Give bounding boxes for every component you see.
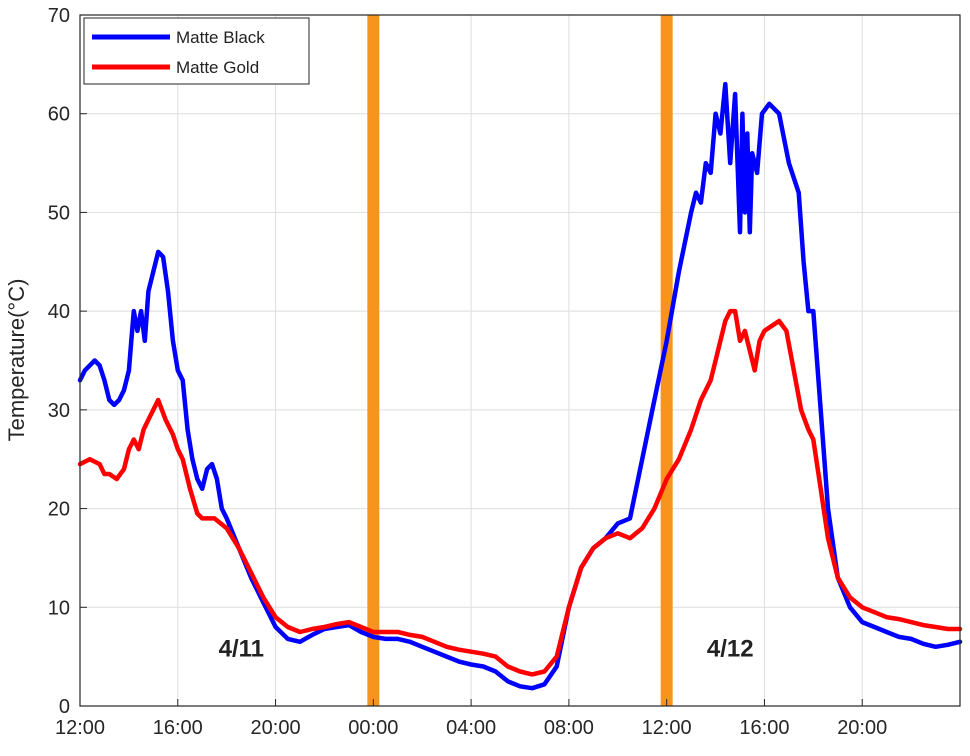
x-tick-label: 20:00 (251, 717, 301, 739)
legend-label-matte-black: Matte Black (176, 28, 265, 47)
day-annotation: 4/12 (707, 636, 754, 663)
y-tick-label: 0 (59, 696, 70, 718)
series-line-matte-gold (77, 308, 963, 677)
plot-area (80, 15, 960, 706)
day-annotation: 4/11 (219, 636, 264, 663)
y-tick-label: 10 (48, 597, 70, 619)
x-tick-label: 00:00 (348, 717, 398, 739)
legend: Matte Black Matte Gold (83, 17, 310, 85)
y-tick-label: 60 (48, 104, 70, 126)
vertical-markers (367, 15, 673, 706)
day-annotations: 4/11 4/12 (219, 636, 754, 663)
x-tick-label: 20:00 (837, 717, 887, 739)
legend-box (83, 17, 310, 85)
axis-ticks: 0 10 20 30 40 50 60 70 12:00 16:00 20:00 00:00 04:00… (48, 5, 888, 739)
x-tick-label: 08:00 (544, 717, 594, 739)
x-tick-label: 12:00 (642, 717, 692, 739)
series-line-matte-black (77, 81, 963, 691)
x-tick-label: 04:00 (446, 717, 496, 739)
x-tick-label: 12:00 (55, 717, 105, 739)
y-tick-label: 20 (48, 499, 70, 521)
y-axis-title: Temperature(°C) (4, 279, 29, 442)
series-lines (77, 81, 963, 691)
x-tick-label: 16:00 (153, 717, 203, 739)
plot-frame (79, 14, 961, 707)
y-tick-label: 40 (48, 301, 70, 323)
legend-label-matte-gold: Matte Gold (176, 58, 259, 77)
y-tick-label: 70 (48, 5, 70, 27)
y-tick-label: 30 (48, 400, 70, 422)
x-tick-label: 16:00 (739, 717, 789, 739)
y-tick-label: 50 (48, 202, 70, 224)
